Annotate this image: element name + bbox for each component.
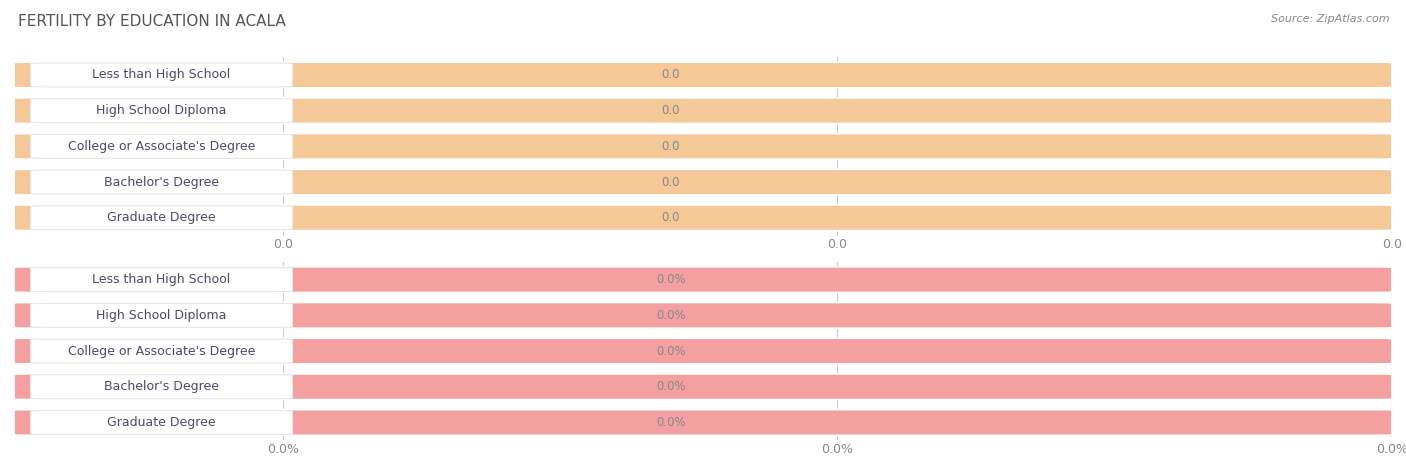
Text: 0.0: 0.0 — [662, 211, 681, 224]
Text: Bachelor's Degree: Bachelor's Degree — [104, 380, 219, 393]
Text: High School Diploma: High School Diploma — [96, 104, 226, 117]
Text: College or Associate's Degree: College or Associate's Degree — [67, 345, 254, 357]
FancyBboxPatch shape — [14, 205, 1392, 231]
FancyBboxPatch shape — [31, 206, 292, 230]
Text: 0.0%: 0.0% — [657, 345, 686, 357]
FancyBboxPatch shape — [14, 303, 1392, 328]
FancyBboxPatch shape — [14, 374, 1392, 400]
Text: 0.0: 0.0 — [662, 104, 681, 117]
Text: Less than High School: Less than High School — [93, 69, 231, 81]
Text: Source: ZipAtlas.com: Source: ZipAtlas.com — [1271, 14, 1389, 24]
Text: 0.0: 0.0 — [662, 140, 681, 153]
FancyBboxPatch shape — [14, 267, 1392, 292]
FancyBboxPatch shape — [14, 338, 1392, 364]
FancyBboxPatch shape — [14, 409, 1392, 435]
FancyBboxPatch shape — [31, 303, 292, 327]
Text: 0.0%: 0.0% — [657, 309, 686, 322]
Text: 0.0: 0.0 — [662, 69, 681, 81]
FancyBboxPatch shape — [31, 170, 292, 194]
FancyBboxPatch shape — [14, 98, 1392, 123]
Text: College or Associate's Degree: College or Associate's Degree — [67, 140, 254, 153]
FancyBboxPatch shape — [14, 133, 1392, 159]
FancyBboxPatch shape — [31, 134, 292, 159]
FancyBboxPatch shape — [31, 99, 292, 123]
Text: 0.0%: 0.0% — [657, 380, 686, 393]
Text: Graduate Degree: Graduate Degree — [107, 416, 215, 429]
FancyBboxPatch shape — [31, 410, 292, 435]
Text: 0.0%: 0.0% — [657, 416, 686, 429]
Text: Less than High School: Less than High School — [93, 273, 231, 286]
FancyBboxPatch shape — [31, 63, 292, 87]
Text: Graduate Degree: Graduate Degree — [107, 211, 215, 224]
Text: 0.0: 0.0 — [662, 176, 681, 188]
FancyBboxPatch shape — [31, 339, 292, 363]
Text: High School Diploma: High School Diploma — [96, 309, 226, 322]
Text: 0.0%: 0.0% — [657, 273, 686, 286]
FancyBboxPatch shape — [14, 169, 1392, 195]
FancyBboxPatch shape — [14, 62, 1392, 88]
FancyBboxPatch shape — [31, 375, 292, 399]
FancyBboxPatch shape — [31, 268, 292, 292]
Text: FERTILITY BY EDUCATION IN ACALA: FERTILITY BY EDUCATION IN ACALA — [18, 14, 285, 30]
Text: Bachelor's Degree: Bachelor's Degree — [104, 176, 219, 188]
